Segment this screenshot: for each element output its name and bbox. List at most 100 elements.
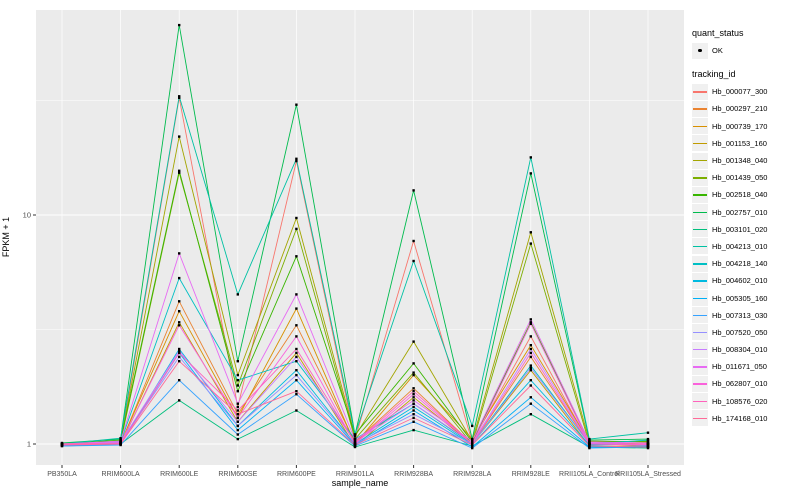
data-point <box>178 399 181 402</box>
legend-item-Hb_174168_010: Hb_174168_010 <box>692 410 798 427</box>
data-point <box>178 169 181 172</box>
data-point <box>178 96 181 99</box>
data-point <box>178 95 181 98</box>
data-point <box>178 171 181 174</box>
x-tick-label: RRIM901LA <box>336 471 374 478</box>
data-point <box>471 443 474 447</box>
data-point <box>236 402 239 405</box>
data-point <box>236 424 239 428</box>
series-color-key-icon <box>692 118 708 135</box>
y-axis-title: FPKM + 1 <box>1 216 11 258</box>
data-point <box>236 433 239 436</box>
series-color-key-icon <box>692 272 708 289</box>
x-tick-label: RRII105LA_Stressed <box>615 471 681 478</box>
data-point <box>529 396 532 399</box>
legend-item-Hb_062807_010: Hb_062807_010 <box>692 375 798 392</box>
data-point <box>529 384 532 387</box>
legend-item-label: Hb_108576_020 <box>712 396 768 406</box>
legend-item-label: Hb_005305_160 <box>712 293 768 303</box>
data-point <box>236 390 239 393</box>
x-tick-label: RRIM928LA <box>453 471 491 478</box>
legend-item-label: Hb_062807_010 <box>712 379 768 389</box>
data-point <box>295 360 298 363</box>
legend-item-Hb_000077_300: Hb_000077_300 <box>692 83 798 100</box>
legend-item-label: OK <box>712 46 723 56</box>
data-point <box>295 159 298 163</box>
series-color-key-icon <box>692 341 708 358</box>
series-color-key-icon <box>692 204 708 221</box>
data-point <box>236 409 239 412</box>
data-point <box>529 156 532 159</box>
data-point <box>412 396 415 399</box>
x-tick-label: RRIM600SE <box>218 471 257 478</box>
legend-item-Hb_001348_040: Hb_001348_040 <box>692 152 798 169</box>
ok-point-icon <box>692 42 708 59</box>
series-color-key-icon <box>692 290 708 307</box>
y-tick-label: 10 <box>23 211 31 220</box>
data-point <box>295 379 298 382</box>
data-point <box>295 347 298 351</box>
x-tick-label: PB350LA <box>47 471 77 478</box>
data-point <box>412 413 415 416</box>
data-point <box>178 23 181 27</box>
legend-tracking-id-items: Hb_000077_300 Hb_000297_210 Hb_000739_170 H… <box>692 83 798 427</box>
data-point <box>236 428 239 432</box>
data-point <box>529 379 532 382</box>
data-point <box>529 351 532 355</box>
data-point <box>295 216 298 220</box>
data-point <box>119 442 122 446</box>
data-point <box>529 364 532 367</box>
legend-item-Hb_108576_020: Hb_108576_020 <box>692 393 798 410</box>
data-point <box>178 351 181 355</box>
legend-tracking-id-section: tracking_id Hb_000077_300 Hb_000297_210 Hb… <box>692 69 798 427</box>
x-tick-label: RRIM600PE <box>277 471 316 478</box>
legend-item-label: Hb_000077_300 <box>712 87 768 97</box>
data-point <box>588 442 591 446</box>
data-point <box>178 135 181 138</box>
data-point <box>412 390 415 393</box>
data-point <box>588 446 591 450</box>
data-point <box>588 437 591 441</box>
legend-item-label: Hb_007520_050 <box>712 327 768 337</box>
data-point <box>353 441 357 445</box>
legend-item-Hb_000739_170: Hb_000739_170 <box>692 118 798 135</box>
data-point <box>412 340 415 343</box>
legend-item-Hb_007520_050: Hb_007520_050 <box>692 324 798 341</box>
data-point <box>412 362 415 365</box>
data-point <box>412 393 415 396</box>
legend-item-Hb_007313_030: Hb_007313_030 <box>692 307 798 324</box>
series-color-key-icon <box>692 135 708 152</box>
legend-item-Hb_003101_020: Hb_003101_020 <box>692 221 798 238</box>
data-point <box>529 335 532 338</box>
series-color-key-icon <box>692 358 708 375</box>
series-color-key-icon <box>692 393 708 410</box>
data-point <box>236 413 239 416</box>
series-color-key-icon <box>692 169 708 186</box>
x-tick-label: RRIM600LE <box>160 471 198 478</box>
x-axis-title: sample_name <box>331 478 389 488</box>
data-point <box>295 335 298 338</box>
data-point <box>236 416 239 420</box>
x-tick-label: RRIM928BA <box>394 471 433 478</box>
data-point <box>412 399 415 402</box>
data-point <box>529 172 532 175</box>
series-color-key-icon <box>692 238 708 255</box>
data-point <box>412 387 415 390</box>
data-point <box>353 435 357 438</box>
data-point <box>295 255 298 258</box>
legend-item-Hb_000297_210: Hb_000297_210 <box>692 100 798 117</box>
data-point <box>529 366 532 370</box>
data-point <box>412 416 415 420</box>
data-point <box>529 231 532 234</box>
series-color-key-icon <box>692 375 708 392</box>
legend-item-Hb_004213_010: Hb_004213_010 <box>692 238 798 255</box>
data-point <box>295 103 298 106</box>
x-tick-label: RRIM600LA <box>102 471 140 478</box>
data-point <box>119 439 122 443</box>
series-color-key-icon <box>692 307 708 324</box>
data-point <box>178 310 181 313</box>
data-point <box>295 373 298 377</box>
y-tick-label: 1 <box>27 440 31 449</box>
data-point <box>178 355 181 359</box>
